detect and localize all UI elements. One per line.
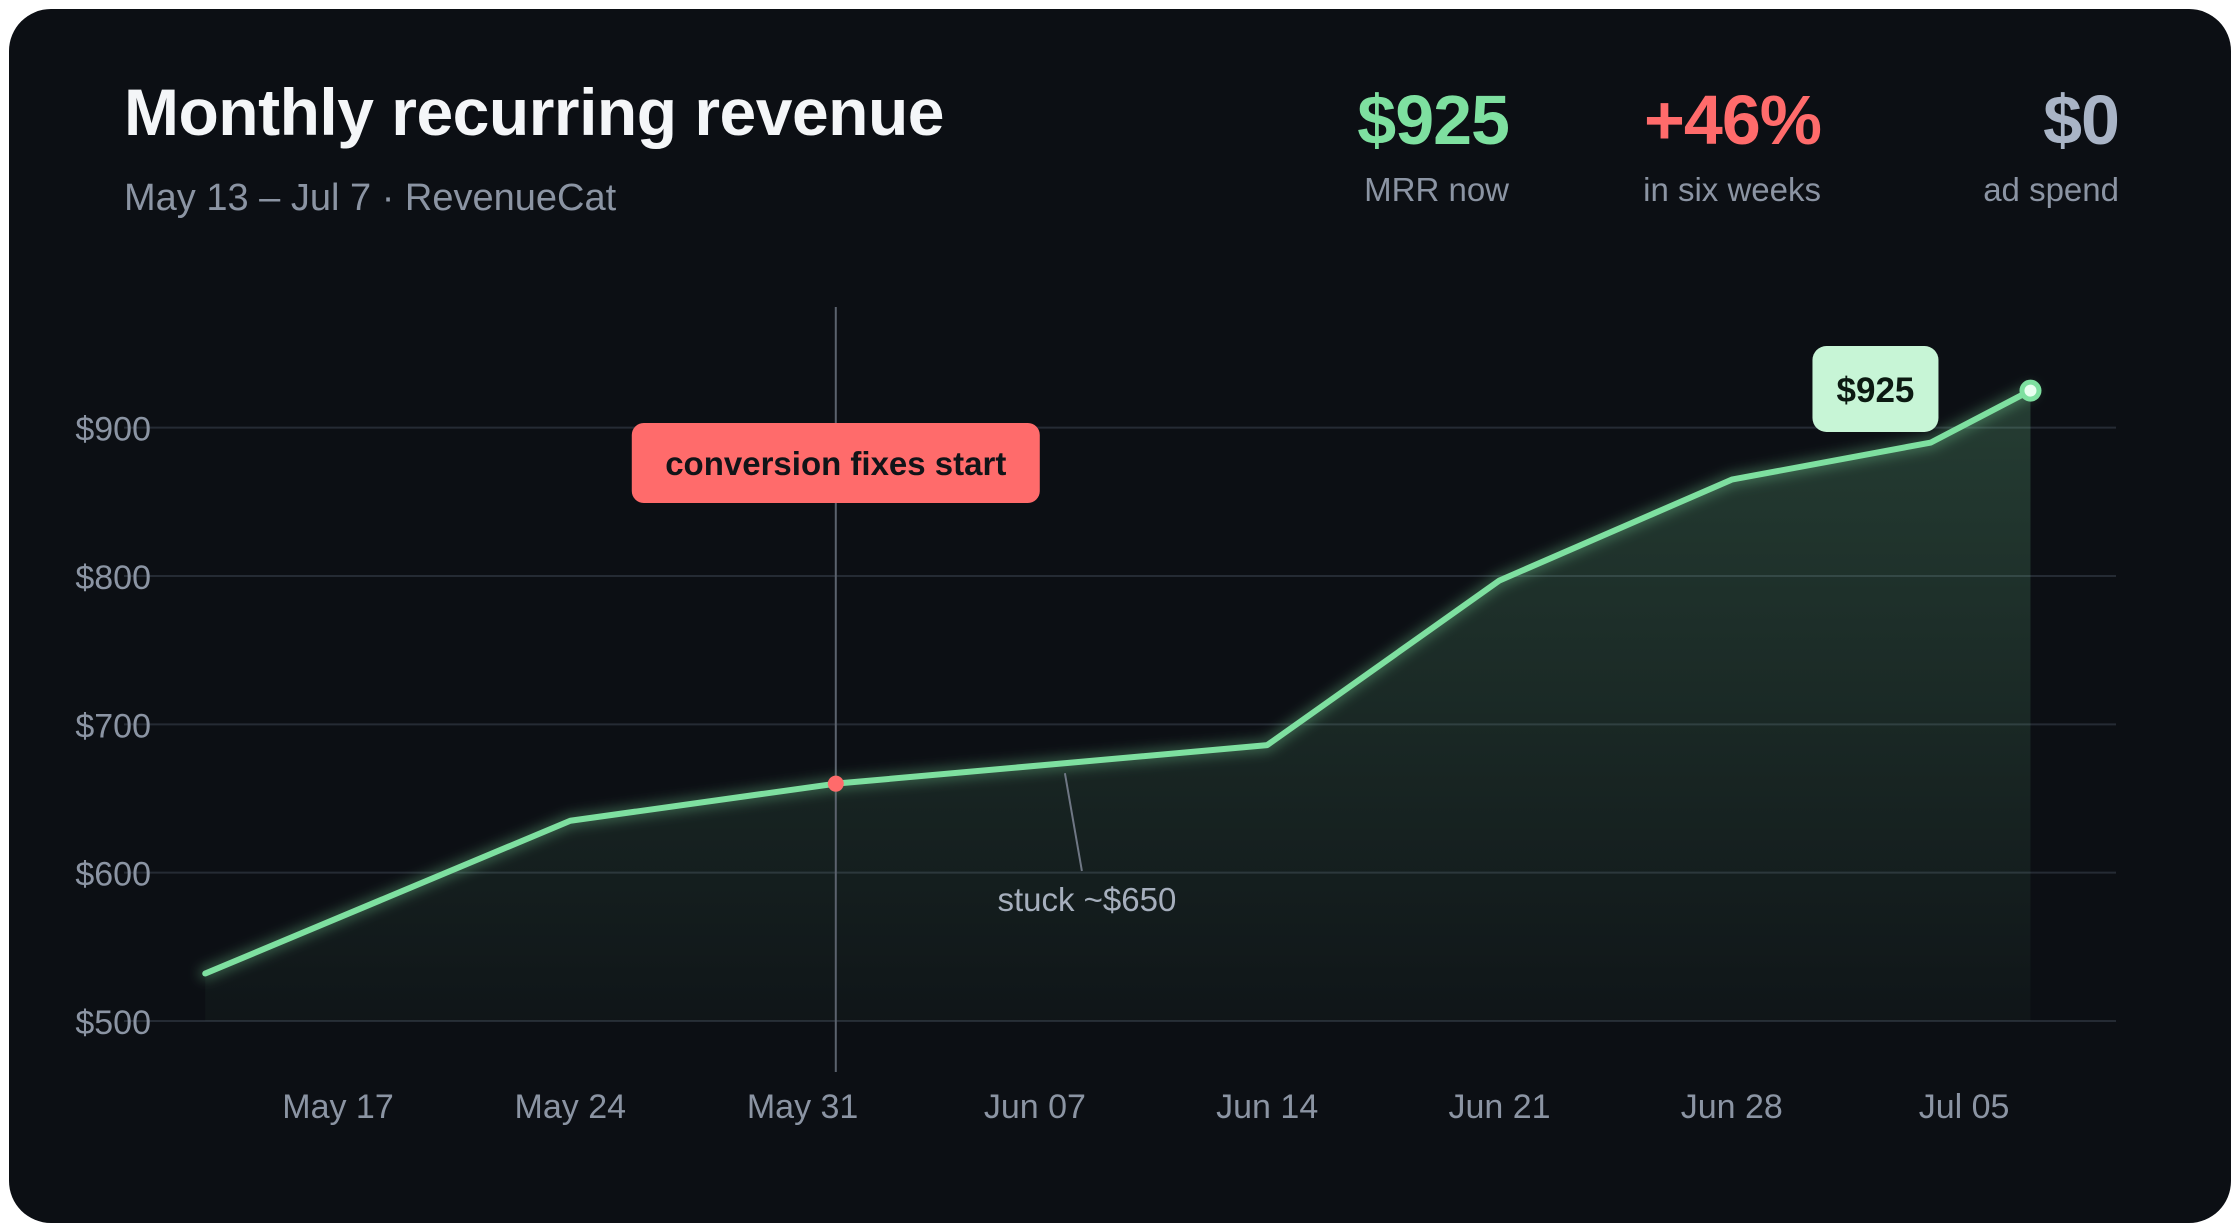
stat-growth: +46% in six weeks	[1643, 81, 1822, 208]
data-point	[202, 971, 208, 977]
event-marker	[827, 775, 844, 792]
x-tick-label: May 31	[747, 1088, 859, 1126]
x-tick-label: May 17	[282, 1088, 394, 1126]
chart-card: Monthly recurring revenue May 13 – Jul 7…	[9, 9, 2231, 1223]
note-label: stuck ~$650	[997, 881, 1176, 918]
y-tick-label: $700	[75, 707, 151, 745]
chart-title: Monthly recurring revenue	[124, 75, 945, 149]
data-point	[1729, 477, 1735, 483]
stat-ad-spend-label: ad spend	[1983, 171, 2119, 208]
stat-ad-spend-value: $0	[2043, 81, 2120, 159]
y-tick-label: $800	[75, 559, 151, 597]
x-tick-label: Jul 05	[1919, 1088, 2010, 1126]
end-callout-label: $925	[1837, 371, 1915, 410]
end-callout-box	[1812, 346, 1939, 432]
data-point	[1264, 742, 1270, 748]
data-point	[1928, 440, 1934, 446]
event-callout-label: conversion fixes start	[665, 445, 1006, 482]
x-tick-label: May 24	[515, 1088, 627, 1126]
x-tick-label: Jun 21	[1448, 1088, 1550, 1126]
x-tick-label: Jun 28	[1681, 1088, 1783, 1126]
data-point	[567, 818, 573, 824]
stat-growth-value: +46%	[1644, 81, 1822, 159]
y-tick-label: $600	[75, 856, 151, 894]
area-fill	[205, 390, 2031, 1021]
series-line	[202, 387, 2034, 977]
stat-ad-spend: $0 ad spend	[1983, 81, 2120, 208]
y-tick-label: $500	[75, 1004, 151, 1042]
event-callout-box	[631, 423, 1040, 503]
data-point	[1497, 577, 1503, 583]
y-tick-label: $900	[75, 411, 151, 449]
end-marker	[2024, 384, 2037, 397]
note-leader-line	[1063, 773, 1083, 872]
x-tick-label: Jun 07	[984, 1088, 1086, 1126]
stat-mrr-now-label: MRR now	[1364, 171, 1509, 208]
mrr-area-chart: $500 $600 $700 $800 $900 May 17 May 24 May 31 Ju…	[75, 307, 2116, 1126]
stat-mrr-now-value: $925	[1357, 81, 1510, 159]
stat-mrr-now: $925 MRR now	[1357, 81, 1510, 208]
x-tick-label: Jun 14	[1216, 1088, 1318, 1126]
chart-subtitle: May 13 – Jul 7 · RevenueCat	[124, 177, 617, 219]
stat-growth-label: in six weeks	[1643, 171, 1821, 208]
